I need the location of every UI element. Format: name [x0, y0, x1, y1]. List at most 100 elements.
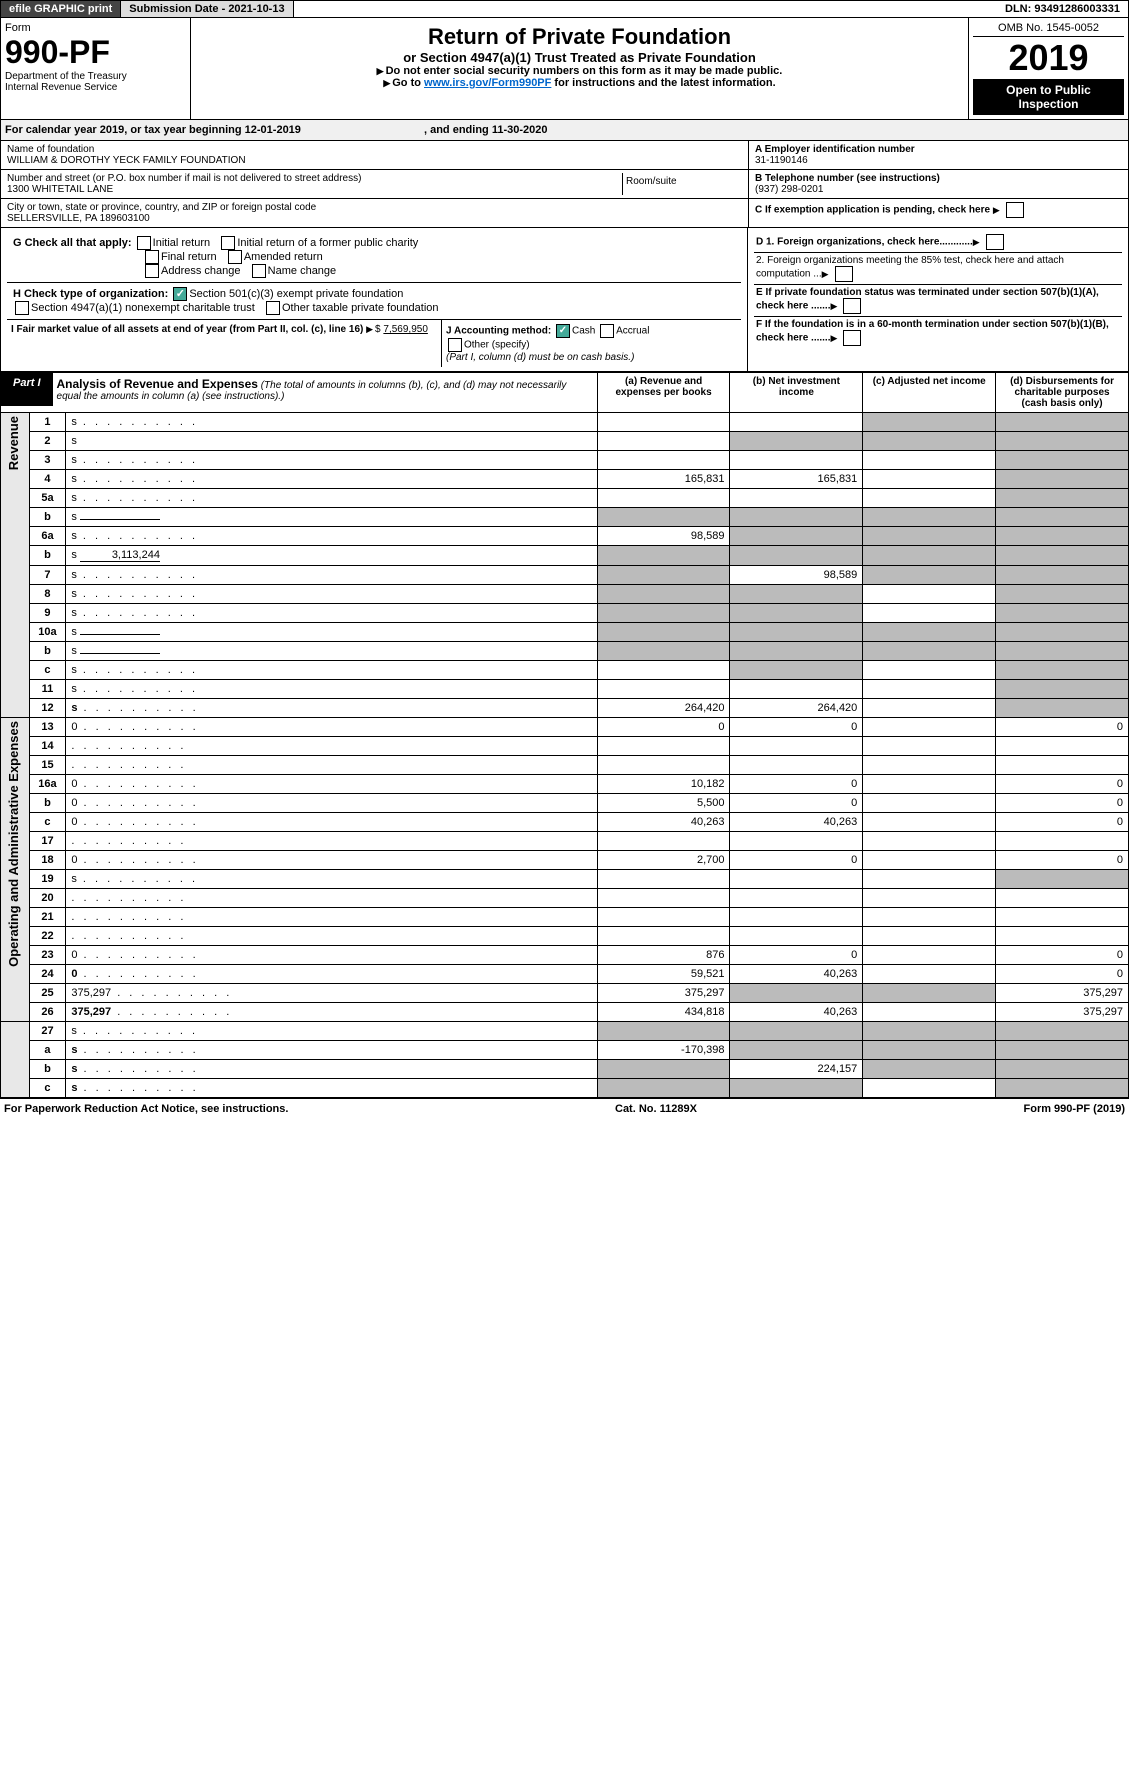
calendar-year-row: For calendar year 2019, or tax year begi… [0, 120, 1129, 141]
table-row: cs [1, 661, 1129, 680]
table-row: 24059,52140,2630 [1, 965, 1129, 984]
table-row: 15 [1, 756, 1129, 775]
i-label: I Fair market value of all assets at end… [11, 324, 363, 335]
address-change-checkbox[interactable] [145, 264, 159, 278]
open-to-public: Open to Public Inspection [973, 79, 1124, 115]
table-row: 16a010,18200 [1, 775, 1129, 794]
fmv-value: 7,569,950 [383, 324, 428, 335]
table-row: bs224,157 [1, 1060, 1129, 1079]
form-title: Return of Private Foundation [197, 24, 962, 50]
name-change-checkbox[interactable] [252, 264, 266, 278]
table-row: as-170,398 [1, 1041, 1129, 1060]
table-row: 20 [1, 889, 1129, 908]
part1-tag: Part I [1, 373, 53, 406]
j-label: J Accounting method: [446, 326, 551, 337]
form-number: 990-PF [5, 34, 186, 71]
table-row: b05,50000 [1, 794, 1129, 813]
accrual-checkbox[interactable] [600, 324, 614, 338]
instruction-1: Do not enter social security numbers on … [197, 65, 962, 77]
col-a-header: (a) Revenue and expenses per books [597, 373, 730, 413]
submission-date: Submission Date - 2021-10-13 [121, 1, 293, 17]
exemption-checkbox[interactable] [1006, 202, 1024, 218]
other-taxable-checkbox[interactable] [266, 301, 280, 315]
table-row: 2s [1, 432, 1129, 451]
col-d-header: (d) Disbursements for charitable purpose… [996, 373, 1129, 413]
catalog-number: Cat. No. 11289X [615, 1103, 697, 1115]
table-row: 14 [1, 737, 1129, 756]
dln: DLN: 93491286003331 [997, 1, 1128, 17]
table-row: 6as98,589 [1, 527, 1129, 546]
table-row: Revenue1s [1, 413, 1129, 432]
instruction-2: Go to www.irs.gov/Form990PF for instruct… [197, 77, 962, 89]
tax-year: 2019 [973, 37, 1124, 79]
form-footer: Form 990-PF (2019) [1024, 1103, 1125, 1115]
table-row: bs 3,113,244 [1, 546, 1129, 566]
identity-grid: Name of foundation WILLIAM & DOROTHY YEC… [0, 141, 1129, 228]
initial-return-checkbox[interactable] [137, 236, 151, 250]
table-row: 12s264,420264,420 [1, 699, 1129, 718]
table-row: 22 [1, 927, 1129, 946]
page-footer: For Paperwork Reduction Act Notice, see … [0, 1098, 1129, 1119]
irs-link[interactable]: www.irs.gov/Form990PF [424, 77, 551, 89]
street-address: 1300 WHITETAIL LANE [7, 184, 622, 195]
ein-value: 31-1190146 [755, 155, 808, 166]
form-subtitle: or Section 4947(a)(1) Trust Treated as P… [197, 50, 962, 65]
4947a1-checkbox[interactable] [15, 301, 29, 315]
form-label: Form [5, 22, 186, 34]
form-header: Form 990-PF Department of the Treasury I… [0, 18, 1129, 120]
table-row: 11s [1, 680, 1129, 699]
top-bar: efile GRAPHIC print Submission Date - 20… [0, 0, 1129, 18]
name-label: Name of foundation [7, 144, 742, 155]
table-row: 10as [1, 623, 1129, 642]
other-method-checkbox[interactable] [448, 338, 462, 352]
table-row: cs [1, 1079, 1129, 1098]
d1-label: D 1. Foreign organizations, check here..… [756, 237, 973, 248]
j-note: (Part I, column (d) must be on cash basi… [446, 352, 634, 363]
part1-title: Analysis of Revenue and Expenses (The to… [53, 373, 597, 406]
d2-label: 2. Foreign organizations meeting the 85%… [756, 255, 1064, 280]
phone-label: B Telephone number (see instructions) [755, 173, 940, 184]
exemption-pending-label: C If exemption application is pending, c… [755, 205, 990, 216]
part1-table: Part I Analysis of Revenue and Expenses … [0, 372, 1129, 1098]
department: Department of the Treasury Internal Reve… [5, 71, 186, 93]
ein-label: A Employer identification number [755, 144, 915, 155]
table-row: 4s165,831165,831 [1, 470, 1129, 489]
address-label: Number and street (or P.O. box number if… [7, 173, 622, 184]
paperwork-notice: For Paperwork Reduction Act Notice, see … [4, 1103, 288, 1115]
e-checkbox[interactable] [843, 298, 861, 314]
foundation-name: WILLIAM & DOROTHY YECK FAMILY FOUNDATION [7, 155, 742, 166]
table-row: 5as [1, 489, 1129, 508]
city-label: City or town, state or province, country… [7, 202, 742, 213]
f-label: F If the foundation is in a 60-month ter… [756, 319, 1109, 344]
table-row: 26375,297434,81840,263375,297 [1, 1003, 1129, 1022]
table-row: 21 [1, 908, 1129, 927]
efile-print-button[interactable]: efile GRAPHIC print [1, 1, 121, 17]
city-state-zip: SELLERSVILLE, PA 189603100 [7, 213, 742, 224]
table-row: 1802,70000 [1, 851, 1129, 870]
room-suite-label: Room/suite [622, 173, 742, 195]
d1-checkbox[interactable] [986, 234, 1004, 250]
g-label: G Check all that apply: [13, 237, 132, 249]
table-row: c040,26340,2630 [1, 813, 1129, 832]
omb-number: OMB No. 1545-0052 [973, 22, 1124, 37]
table-row: 7s98,589 [1, 566, 1129, 585]
amended-return-checkbox[interactable] [228, 250, 242, 264]
table-row: 19s [1, 870, 1129, 889]
table-row: 27s [1, 1022, 1129, 1041]
table-row: 17 [1, 832, 1129, 851]
table-row: 9s [1, 604, 1129, 623]
cash-checkbox[interactable] [556, 324, 570, 338]
col-c-header: (c) Adjusted net income [863, 373, 996, 413]
501c3-checkbox[interactable] [173, 287, 187, 301]
table-row: 25375,297375,297375,297 [1, 984, 1129, 1003]
table-row: Operating and Administrative Expenses130… [1, 718, 1129, 737]
table-row: 8s [1, 585, 1129, 604]
d2-checkbox[interactable] [835, 266, 853, 282]
phone-value: (937) 298-0201 [755, 184, 823, 195]
final-return-checkbox[interactable] [145, 250, 159, 264]
initial-former-checkbox[interactable] [221, 236, 235, 250]
col-b-header: (b) Net investment income [730, 373, 863, 413]
e-label: E If private foundation status was termi… [756, 287, 1099, 312]
table-row: 3s [1, 451, 1129, 470]
f-checkbox[interactable] [843, 330, 861, 346]
